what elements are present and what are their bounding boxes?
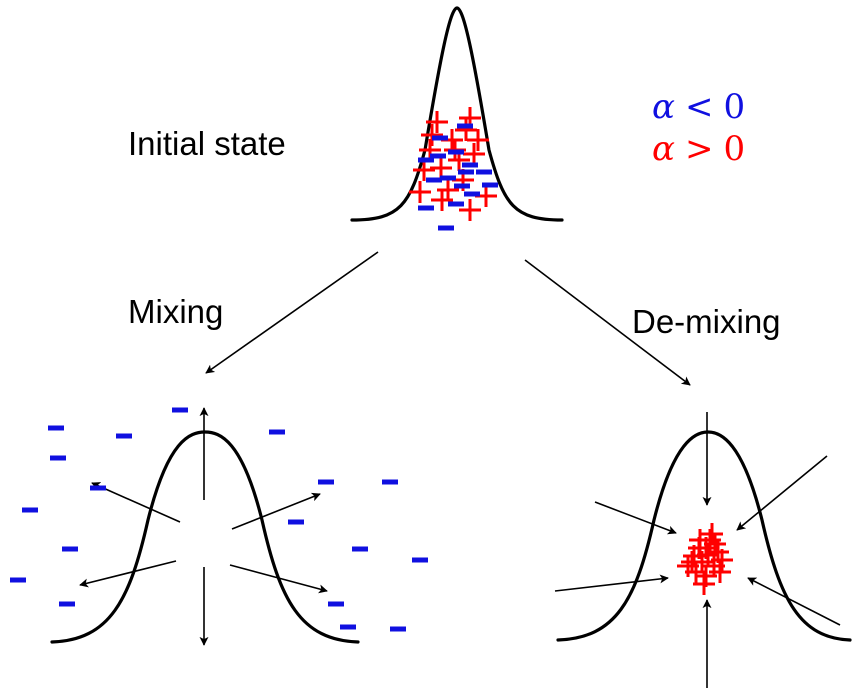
legend-alpha-positive: α >0 <box>652 129 745 169</box>
minus-marker <box>430 153 446 159</box>
plus-marker <box>421 124 443 146</box>
mixing-group <box>10 407 428 646</box>
outward-arrow-upper-left <box>91 482 181 523</box>
initial-particles <box>409 107 498 231</box>
plus-marker <box>685 561 707 583</box>
minus-marker <box>390 626 406 632</box>
minus-marker <box>448 201 464 207</box>
minus-marker <box>438 225 454 231</box>
minus-marker <box>458 169 474 175</box>
initial-state-group: Initial state <box>128 6 564 231</box>
plus-marker <box>701 523 723 545</box>
demixing-inward-arrows <box>554 412 841 688</box>
minus-marker <box>116 433 132 439</box>
plus-marker <box>459 199 481 221</box>
demixing-branch-arrow <box>524 259 691 386</box>
minus-marker <box>440 175 456 181</box>
minus-marker <box>476 169 492 175</box>
minus-marker <box>418 157 434 163</box>
plus-marker <box>709 561 731 583</box>
plus-marker <box>463 143 485 165</box>
minus-marker <box>62 546 78 552</box>
legend: α <0 α >0 <box>652 87 745 169</box>
minus-marker <box>50 455 66 461</box>
plus-marker <box>681 551 703 573</box>
minus-marker <box>318 479 334 485</box>
minus-marker <box>412 557 428 563</box>
mixing-outward-arrows <box>79 407 328 646</box>
inward-arrow-from-lower-left <box>554 574 669 592</box>
minus-marker <box>48 425 64 431</box>
demixing-particles <box>677 523 733 595</box>
minus-marker <box>382 479 398 485</box>
plus-marker <box>409 181 431 203</box>
minus-marker <box>457 123 473 129</box>
minus-marker <box>10 577 26 583</box>
plus-marker <box>430 157 452 179</box>
plus-marker <box>413 159 435 181</box>
minus-marker <box>482 182 498 188</box>
plus-marker <box>426 111 448 133</box>
plus-marker <box>693 573 715 595</box>
mixing-label: Mixing <box>128 293 223 330</box>
outward-arrow-lower-left <box>79 560 177 588</box>
demixing-gaussian-curve <box>556 430 852 642</box>
minus-marker <box>288 519 304 525</box>
minus-marker <box>22 507 38 513</box>
inward-arrow-from-upper-left <box>594 501 677 535</box>
minus-marker <box>418 205 434 211</box>
minus-marker <box>172 407 188 413</box>
mixing-gaussian-curve <box>50 430 360 644</box>
minus-marker <box>328 601 344 607</box>
minus-marker <box>426 177 442 183</box>
inward-arrow-from-upper-right <box>736 455 828 531</box>
mixing-branch-arrow <box>205 251 379 374</box>
plus-marker <box>431 189 453 211</box>
minus-marker <box>269 429 285 435</box>
plus-marker <box>699 529 721 551</box>
initial-state-label: Initial state <box>128 125 286 162</box>
minus-marker <box>352 546 368 552</box>
plus-marker <box>704 533 726 555</box>
minus-marker <box>462 162 478 168</box>
plus-marker <box>711 549 733 571</box>
minus-marker <box>90 485 106 491</box>
demixing-group <box>554 412 852 688</box>
minus-marker <box>340 624 356 630</box>
outward-arrow-lower-right <box>229 564 328 594</box>
initial-gaussian-curve <box>350 6 564 222</box>
minus-marker <box>59 601 75 607</box>
mixing-particles <box>10 407 428 632</box>
minus-marker <box>432 135 448 141</box>
minus-marker <box>454 183 470 189</box>
plus-marker <box>455 119 477 141</box>
legend-alpha-negative: α <0 <box>652 87 745 127</box>
plus-marker <box>467 129 489 151</box>
outward-arrow-upper-right <box>231 492 321 530</box>
minus-marker <box>448 149 464 155</box>
inward-arrow-from-lower-right <box>747 577 841 626</box>
minus-marker <box>464 191 480 197</box>
demixing-label: De-mixing <box>632 303 781 340</box>
